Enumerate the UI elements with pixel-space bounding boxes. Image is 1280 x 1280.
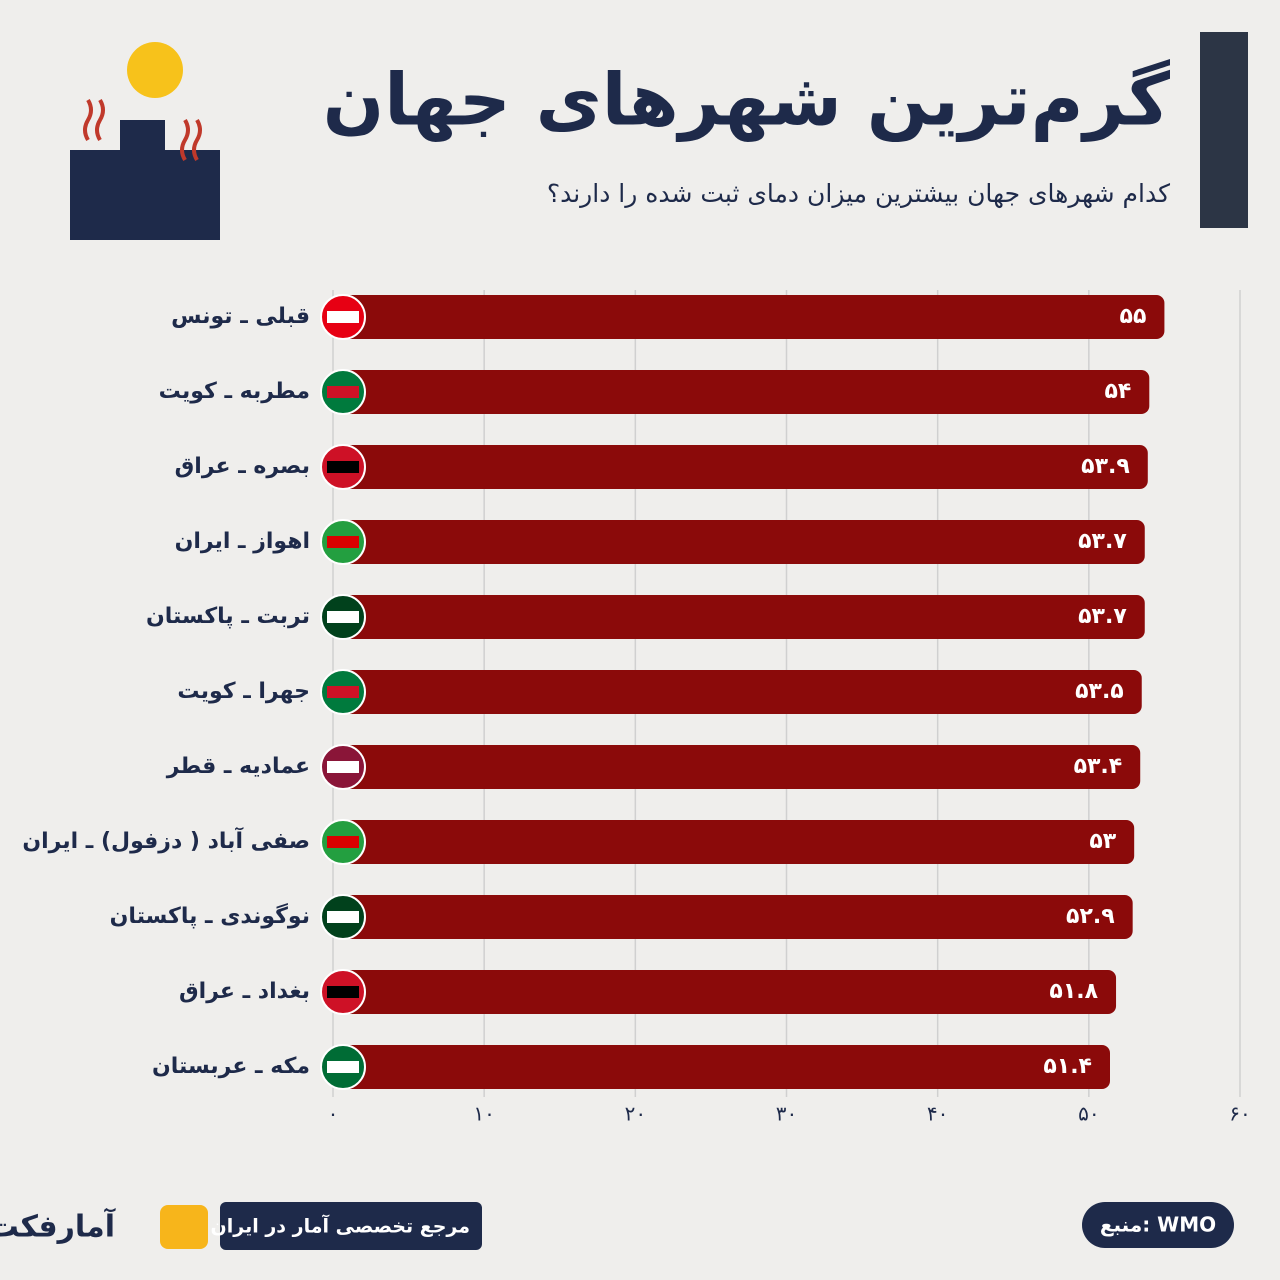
bar [333,970,1117,1014]
value-label: ۵۲.۹ [1066,904,1115,929]
value-label: ۵۴ [1104,379,1131,404]
flag-stripe [327,386,359,398]
category-label: قبلی ـ تونس [171,304,310,329]
category-label: جهرا ـ کویت [177,679,310,704]
category-label: عمادیه ـ قطر [166,754,310,779]
source: منبع: WMO [1100,1213,1216,1237]
header-icon [70,42,220,240]
flag-stripe [327,911,359,923]
x-tick-label: ۶۰ [1229,1102,1250,1126]
category-label: مطربه ـ کویت [159,379,310,404]
flag-stripe [327,536,359,548]
x-tick-label: ۱۰ [473,1102,494,1126]
x-tick-label: ۳۰ [776,1102,797,1126]
value-label: ۵۳.۷ [1078,529,1127,554]
bar [333,820,1135,864]
bar [333,295,1165,339]
flag-stripe [327,311,359,323]
title-accent [1200,32,1248,228]
brand: آمارفکت [0,1208,116,1245]
bar [333,445,1148,489]
tagline: مرجع تخصصی آمار در ایران [211,1214,470,1238]
plot: ۰ ۱۰ ۲۰ ۳۰ ۴۰ ۵۰ ۶۰ قبلی ـ تونس ۵۵ مطربه ـ کویت ۵۴… [22,290,1251,1126]
value-label: ۵۳.۴ [1074,754,1123,779]
chart-subtitle: کدام شهرهای جهان بیشترین میزان دمای ثبت … [547,179,1170,209]
category-label: مکه ـ عربستان [152,1054,310,1079]
source-box [1082,1202,1234,1248]
bar [333,745,1141,789]
chart-title: گرم‌ترین شهرهای جهان [323,58,1170,143]
flag-stripe [327,836,359,848]
bar [333,1045,1110,1089]
x-tick-label: ۵۰ [1078,1102,1099,1126]
flag-stripe [327,986,359,998]
x-tick-label: ۲۰ [625,1102,646,1126]
value-label: ۵۳.۷ [1078,604,1127,629]
flag-stripe [327,1061,359,1073]
bar [333,595,1145,639]
bar [333,370,1150,414]
flag-stripe [327,761,359,773]
value-label: ۵۵ [1120,304,1147,329]
flag-stripe [327,611,359,623]
tagline-box [220,1202,482,1250]
value-label: ۵۱.۴ [1043,1054,1092,1079]
category-label: صفی آباد ( دزفول) ـ ایران [22,826,310,854]
category-label: بغداد ـ عراق [179,979,310,1004]
bar [333,895,1133,939]
footer: آمارفکت مرجع تخصصی آمار در ایران منبع: W… [0,1202,1234,1250]
category-label: تربت ـ پاکستان [146,604,310,629]
brand-icon [160,1205,208,1249]
value-label: ۵۳.۹ [1081,454,1130,479]
bar [333,520,1145,564]
flag-stripe [327,461,359,473]
category-label: بصره ـ عراق [175,454,310,479]
x-tick-label: ۴۰ [927,1102,948,1126]
value-label: ۵۳.۵ [1075,679,1124,704]
value-label: ۵۳ [1089,829,1116,854]
category-label: نوگوندی ـ پاکستان [110,902,310,929]
category-label: اهواز ـ ایران [175,529,310,554]
x-tick-label: ۰ [328,1102,339,1126]
bar [333,670,1142,714]
value-label: ۵۱.۸ [1049,979,1098,1004]
flag-stripe [327,686,359,698]
